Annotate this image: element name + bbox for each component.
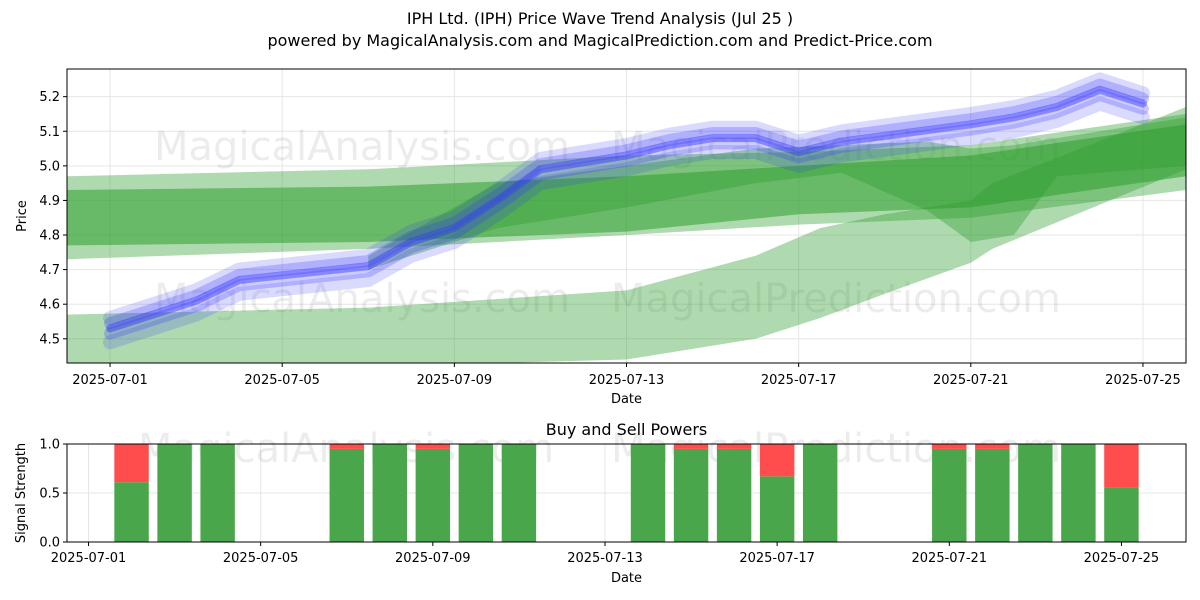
y-tick-label: 0.0 bbox=[39, 536, 60, 551]
sell-bar bbox=[673, 444, 709, 449]
buy-bar bbox=[759, 476, 795, 542]
buy-bar bbox=[114, 482, 149, 542]
watermark: MagicalAnalysis.com bbox=[154, 276, 570, 322]
x-tick-label: 2025-07-21 bbox=[933, 373, 1009, 388]
y-tick-label: 4.8 bbox=[39, 229, 60, 244]
buy-bar bbox=[458, 444, 494, 542]
x-axis-label: Date bbox=[611, 392, 642, 407]
x-tick-label: 2025-07-09 bbox=[395, 551, 471, 566]
x-tick-label: 2025-07-25 bbox=[1084, 551, 1160, 566]
x-tick-label: 2025-07-17 bbox=[761, 373, 837, 388]
buy-sell-chart: MagicalAnalysis.comMagicalPrediction.com… bbox=[14, 420, 1187, 586]
x-tick-label: 2025-07-17 bbox=[739, 551, 815, 566]
buy-bar bbox=[415, 448, 451, 542]
y-tick-label: 4.5 bbox=[39, 332, 60, 347]
buy-bar bbox=[802, 444, 838, 542]
wave-band bbox=[67, 124, 1186, 246]
y-tick-label: 1.0 bbox=[39, 438, 60, 453]
chart-subtitle: powered by MagicalAnalysis.com and Magic… bbox=[267, 31, 933, 50]
chart-title: IPH Ltd. (IPH) Price Wave Trend Analysis… bbox=[406, 9, 794, 28]
y-tick-label: 0.5 bbox=[39, 487, 60, 502]
x-tick-label: 2025-07-05 bbox=[223, 551, 299, 566]
x-tick-label: 2025-07-13 bbox=[567, 551, 643, 566]
buy-bar bbox=[975, 448, 1010, 542]
x-tick-label: 2025-07-05 bbox=[244, 373, 320, 388]
chart-title-block: IPH Ltd. (IPH) Price Wave Trend Analysis… bbox=[0, 8, 1200, 52]
y-tick-label: 5.0 bbox=[39, 159, 60, 174]
buy-bar bbox=[200, 444, 235, 542]
wave-band bbox=[67, 107, 1186, 363]
x-tick-label: 2025-07-09 bbox=[417, 373, 493, 388]
buy-bar bbox=[372, 444, 408, 542]
buy-bar bbox=[1104, 487, 1139, 542]
buy-bar bbox=[329, 448, 364, 542]
price-line bbox=[106, 85, 1147, 333]
price-line bbox=[103, 72, 1150, 326]
sell-bar bbox=[759, 444, 795, 477]
x-axis-label: Date bbox=[611, 571, 642, 586]
x-tick-label: 2025-07-01 bbox=[51, 551, 127, 566]
price-wave-chart: MagicalAnalysis.com MagicalPrediction.com… bbox=[15, 68, 1187, 407]
sell-bar bbox=[329, 444, 364, 449]
buy-bar bbox=[157, 444, 192, 542]
buy-bar bbox=[932, 448, 967, 542]
y-tick-label: 5.2 bbox=[39, 90, 60, 105]
buy-bar bbox=[501, 444, 537, 542]
sell-bar bbox=[716, 444, 752, 449]
y-tick-label: 5.1 bbox=[39, 125, 60, 140]
buy-bar bbox=[1018, 444, 1053, 542]
watermark: MagicalAnalysis.com bbox=[154, 124, 570, 170]
buy-bar bbox=[673, 448, 709, 542]
buy-sell-title: Buy and Sell Powers bbox=[546, 420, 708, 439]
wave-band bbox=[368, 117, 1186, 270]
sell-bar bbox=[932, 444, 967, 449]
price-line bbox=[104, 88, 1149, 340]
y-axis-label: Signal Strength bbox=[14, 443, 29, 543]
sell-bar bbox=[415, 444, 451, 449]
plot-area bbox=[67, 72, 1186, 363]
sell-bar bbox=[975, 444, 1010, 449]
price-line bbox=[104, 78, 1149, 330]
sell-bar bbox=[114, 444, 149, 483]
y-tick-label: 4.7 bbox=[39, 263, 60, 278]
y-tick-label: 4.9 bbox=[39, 194, 60, 209]
buy-bar bbox=[716, 448, 752, 542]
sell-bar bbox=[1104, 444, 1139, 488]
x-tick-label: 2025-07-13 bbox=[589, 373, 665, 388]
x-tick-label: 2025-07-25 bbox=[1105, 373, 1181, 388]
y-tick-label: 4.6 bbox=[39, 298, 60, 313]
buy-bar bbox=[1061, 444, 1096, 542]
x-tick-label: 2025-07-01 bbox=[72, 373, 148, 388]
watermark: MagicalPrediction.com bbox=[611, 276, 1061, 322]
x-tick-label: 2025-07-21 bbox=[912, 551, 988, 566]
y-axis-label: Price bbox=[15, 200, 30, 232]
price-line bbox=[103, 96, 1150, 350]
buy-bar bbox=[630, 444, 666, 542]
